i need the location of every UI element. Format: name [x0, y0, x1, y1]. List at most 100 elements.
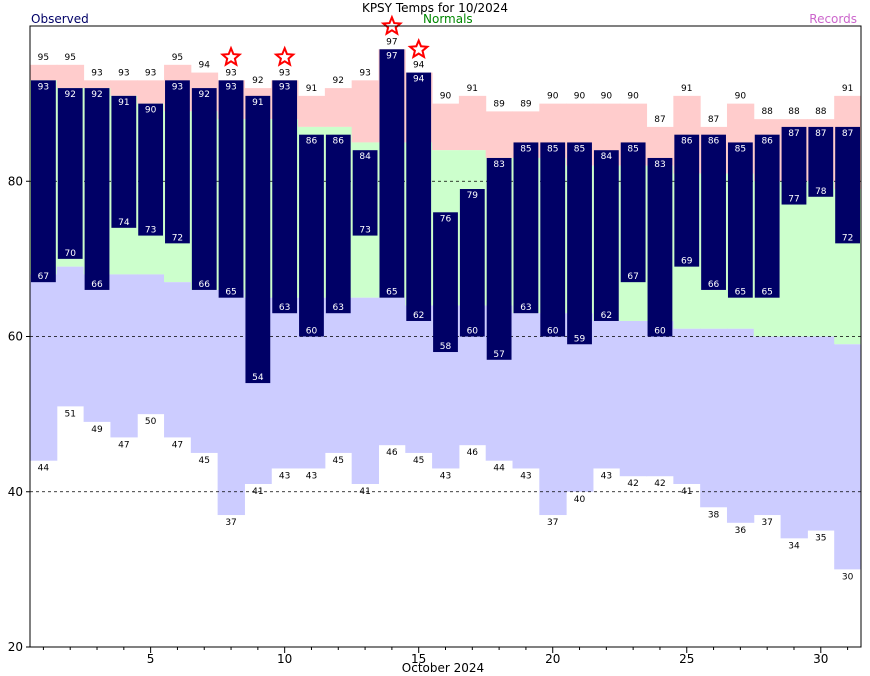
record-low-band: [83, 274, 111, 422]
observed-low-label: 74: [118, 218, 130, 228]
observed-high-label: 93: [172, 82, 183, 92]
record-high-band: [324, 88, 353, 127]
record-star-icon: [220, 45, 243, 67]
record-high-band: [30, 64, 58, 81]
observed-bar: [486, 157, 512, 360]
record-low-band: [405, 305, 433, 453]
axis-layer: 20 40 60 80 5 10 15 20 25 30: [8, 174, 849, 666]
record-low-band: [726, 328, 755, 523]
x-tick-label: 20: [545, 652, 560, 666]
record-high-label: 87: [654, 115, 665, 125]
record-high-label: 91: [681, 84, 692, 94]
record-high-label: 91: [306, 84, 317, 94]
record-low-band: [190, 289, 219, 453]
record-low-label: 44: [38, 464, 50, 474]
record-low-label: 38: [708, 510, 720, 520]
observed-high-label: 90: [145, 106, 157, 116]
record-high-label: 94: [199, 61, 211, 71]
observed-high-label: 85: [735, 144, 746, 154]
observed-low-label: 65: [735, 288, 746, 298]
observed-high-label: 85: [547, 144, 558, 154]
record-low-label: 50: [145, 417, 157, 427]
observed-bar: [459, 189, 485, 337]
observed-high-label: 85: [627, 144, 638, 154]
record-high-label: 94: [413, 61, 425, 71]
record-high-label: 90: [601, 92, 613, 102]
observed-low-label: 69: [681, 257, 693, 267]
record-high-label: 90: [735, 92, 747, 102]
record-high-band: [137, 80, 165, 104]
observed-bar: [325, 134, 351, 314]
record-low-label: 45: [333, 456, 344, 466]
record-high-label: 95: [172, 53, 183, 63]
observed-bar: [620, 142, 646, 283]
record-high-label: 89: [520, 99, 532, 109]
record-low-label: 41: [681, 487, 692, 497]
observed-high-label: 87: [815, 129, 826, 139]
record-high-label: 93: [118, 68, 129, 78]
record-high-label: 93: [225, 68, 236, 78]
record-high-label: 90: [627, 92, 639, 102]
record-high-label: 91: [467, 84, 478, 94]
observed-high-label: 84: [359, 152, 371, 162]
observed-low-label: 65: [761, 288, 772, 298]
observed-low-label: 60: [467, 327, 479, 337]
observed-high-label: 97: [386, 51, 397, 61]
x-tick-label: 25: [679, 652, 694, 666]
chart-title: KPSY Temps for 10/2024: [362, 1, 508, 15]
record-high-label: 93: [91, 68, 102, 78]
observed-bar: [406, 72, 432, 321]
observed-low-label: 60: [654, 327, 666, 337]
observed-bar: [674, 134, 700, 267]
record-star-icon: [407, 37, 430, 60]
record-low-label: 46: [386, 448, 398, 458]
observed-high-label: 91: [118, 98, 129, 108]
record-high-label: 93: [279, 68, 290, 78]
record-low-label: 47: [118, 440, 129, 450]
record-low-label: 43: [306, 471, 317, 481]
record-low-band: [539, 313, 567, 516]
record-high-label: 87: [708, 115, 719, 125]
observed-low-label: 73: [145, 226, 156, 236]
observed-bar: [540, 142, 566, 337]
observed-bar: [191, 88, 217, 290]
record-low-label: 45: [413, 456, 424, 466]
observed-bar: [433, 212, 458, 353]
observed-low-label: 58: [440, 342, 452, 352]
observed-bar: [808, 126, 834, 197]
record-low-band: [271, 297, 299, 469]
record-high-label: 97: [386, 37, 397, 47]
record-low-label: 30: [842, 572, 854, 582]
record-low-label: 36: [735, 526, 747, 536]
observed-bar: [272, 80, 298, 314]
record-low-band: [646, 320, 674, 477]
observed-low-label: 65: [386, 288, 397, 298]
observed-bars-layer: [31, 49, 860, 384]
record-low-band: [378, 297, 406, 446]
x-tick-label: 30: [813, 652, 828, 666]
record-low-band: [217, 289, 245, 516]
record-low-band: [619, 320, 648, 477]
observed-bar: [138, 103, 164, 236]
observed-high-label: 94: [413, 75, 425, 85]
record-high-band: [432, 103, 460, 151]
record-high-label: 90: [547, 92, 559, 102]
record-low-label: 34: [788, 541, 800, 551]
record-stars-layer: [220, 14, 430, 67]
observed-high-label: 92: [91, 90, 102, 100]
observed-low-label: 60: [547, 327, 559, 337]
record-low-band: [110, 274, 138, 438]
record-high-label: 92: [333, 76, 344, 86]
record-low-label: 40: [574, 495, 586, 505]
x-axis-label: October 2024: [402, 661, 484, 675]
record-high-label: 95: [38, 53, 49, 63]
observed-bar: [165, 80, 190, 244]
observed-high-label: 85: [520, 144, 531, 154]
observed-bar: [781, 126, 807, 205]
record-high-band: [485, 111, 514, 158]
observed-low-label: 63: [279, 303, 290, 313]
y-tick-label: 60: [8, 330, 23, 344]
record-low-label: 37: [761, 518, 772, 528]
observed-bar: [647, 157, 673, 337]
observed-high-label: 85: [574, 144, 585, 154]
